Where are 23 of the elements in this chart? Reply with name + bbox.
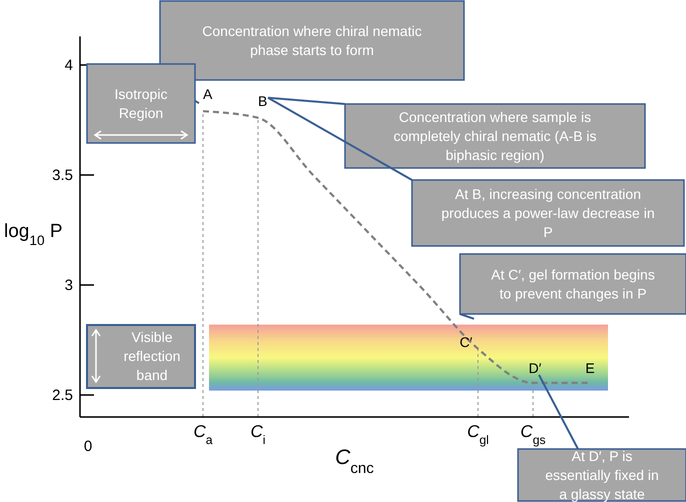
annotation: At C′, gel formation begins to prevent changes in P [491, 266, 655, 302]
x-axis-title: C$_{cnc}$ [335, 446, 374, 476]
annotation: Concentration where sample is completely chiral nematic (A-B is biphasic region) [393, 109, 597, 163]
text: Isotropic Region [114, 86, 168, 121]
y-tick-label: 4 [64, 56, 73, 74]
y-axis-title: log$_{10}$ P [4, 221, 63, 248]
x-tick-label: C$_{gs}$ [520, 422, 546, 447]
text: At D′, P is essentially fixed in a glassy state [545, 448, 659, 502]
annotation: E [585, 360, 595, 376]
annotation: B [258, 92, 268, 109]
band-label: Visible reflection band [124, 329, 180, 383]
text: 0 [84, 438, 92, 455]
x-tick-label: C$_{gl}$ [467, 422, 489, 447]
annotation: At B, increasing concentration produces a power-law decrease in P [441, 186, 655, 240]
y-tick-label: 3 [64, 276, 73, 294]
annotation: Concentration where chiral nematic phase starts to form [202, 23, 422, 58]
x-tick-label: C$_{a}$ [193, 422, 213, 447]
annotation: D′ [528, 360, 542, 376]
y-tick-label: 2.5 [52, 386, 73, 404]
annotation: A [203, 86, 213, 102]
x-tick-label: C$_{i}$ [250, 422, 266, 447]
annotation: C′ [460, 334, 473, 350]
y-tick-label: 3.5 [52, 166, 73, 184]
